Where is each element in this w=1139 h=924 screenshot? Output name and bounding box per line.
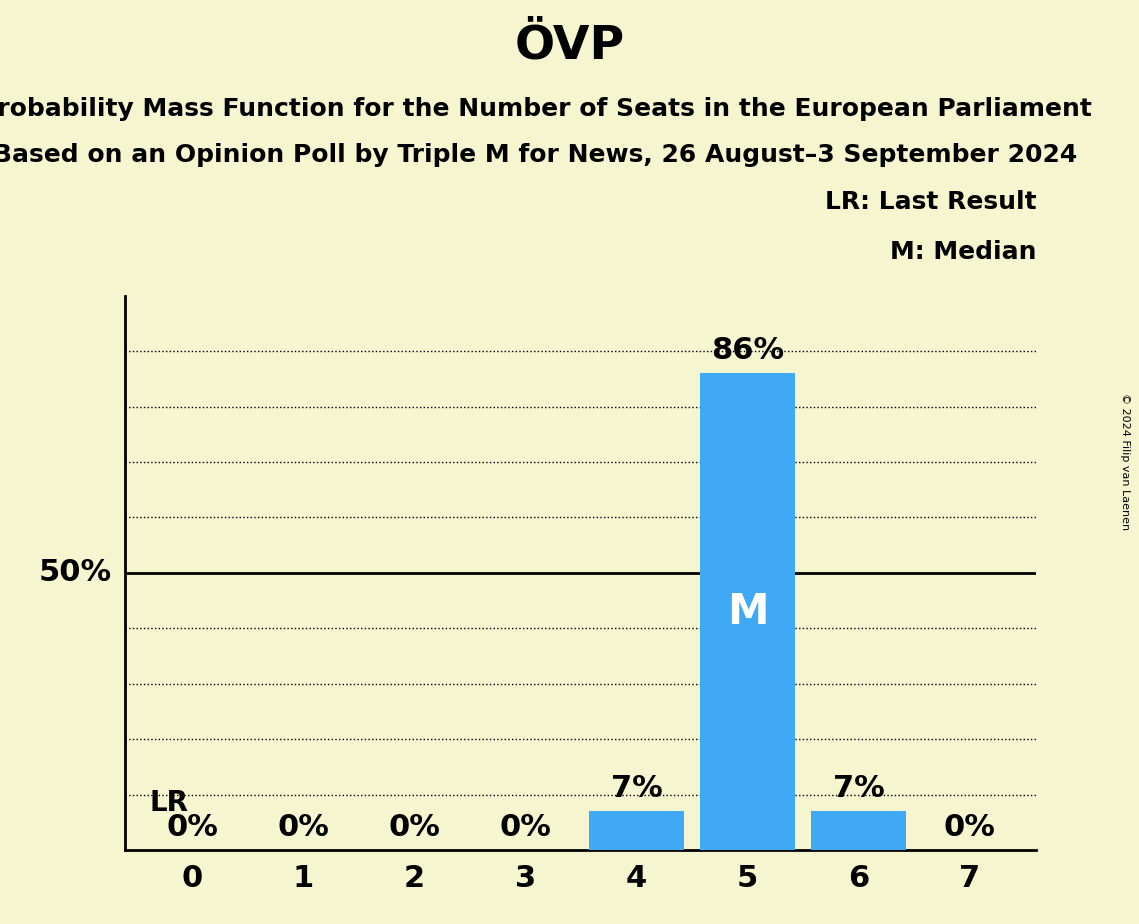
Text: 50%: 50% <box>39 558 112 588</box>
Text: LR: LR <box>149 789 189 817</box>
Text: 0%: 0% <box>499 813 551 842</box>
Bar <box>700 373 795 850</box>
Bar <box>811 811 906 850</box>
Text: 0%: 0% <box>277 813 329 842</box>
Bar <box>589 811 683 850</box>
Text: Probability Mass Function for the Number of Seats in the European Parliament: Probability Mass Function for the Number… <box>0 97 1092 121</box>
Text: ÖVP: ÖVP <box>515 23 624 68</box>
Text: © 2024 Filip van Laenen: © 2024 Filip van Laenen <box>1121 394 1130 530</box>
Text: Based on an Opinion Poll by Triple M for News, 26 August–3 September 2024: Based on an Opinion Poll by Triple M for… <box>0 143 1077 167</box>
Text: LR: Last Result: LR: Last Result <box>825 190 1036 214</box>
Text: 7%: 7% <box>833 774 885 803</box>
Text: M: M <box>727 590 769 633</box>
Text: 0%: 0% <box>388 813 440 842</box>
Text: M: Median: M: Median <box>890 240 1036 264</box>
Text: 0%: 0% <box>166 813 218 842</box>
Text: 86%: 86% <box>711 336 784 365</box>
Text: 7%: 7% <box>611 774 662 803</box>
Text: 0%: 0% <box>944 813 995 842</box>
